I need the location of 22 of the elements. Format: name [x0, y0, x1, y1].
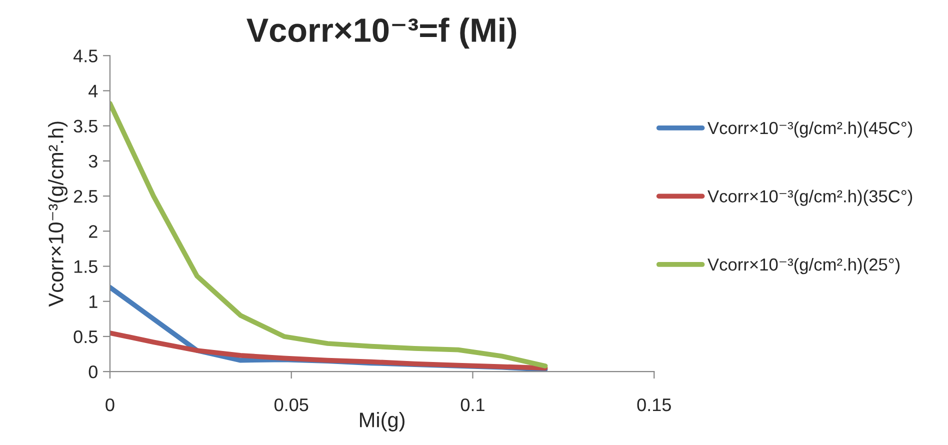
y-tick-label: 2.5: [74, 190, 98, 203]
y-tick-label: 0.5: [74, 330, 98, 344]
y-tick-label: 3.5: [74, 120, 98, 133]
legend-label: Vcorr×10⁻³(g/cm².h)(45C°): [708, 121, 912, 138]
line-series: [110, 100, 548, 368]
y-tick-label: 2: [89, 225, 98, 238]
y-tick-label: 1.5: [74, 260, 98, 273]
y-tick-label: 4.5: [73, 50, 98, 62]
y-tick-label: 0: [88, 366, 98, 378]
y-tick-label: 1: [90, 295, 98, 308]
y-tick-label: 3: [88, 154, 98, 168]
x-tick-label: 0.15: [637, 398, 671, 412]
legend-label: Vcorr×10⁻³(g/cm².h)(25°): [708, 258, 900, 274]
x-tick-label: 0: [106, 398, 114, 412]
x-tick-label: 0.1: [460, 398, 484, 412]
y-tick-label: 4: [88, 84, 98, 98]
x-axis-title: Mi(g): [360, 412, 404, 432]
y-axis-title: Vcorr×10⁻³(g/cm².h): [48, 122, 68, 307]
x-tick-label: 0.05: [274, 398, 308, 412]
chart-title: Vcorr×10⁻³=f (Mi): [246, 18, 516, 49]
legend-label: Vcorr×10⁻³(g/cm².h)(35C°): [708, 190, 912, 206]
line-series: [110, 330, 548, 370]
